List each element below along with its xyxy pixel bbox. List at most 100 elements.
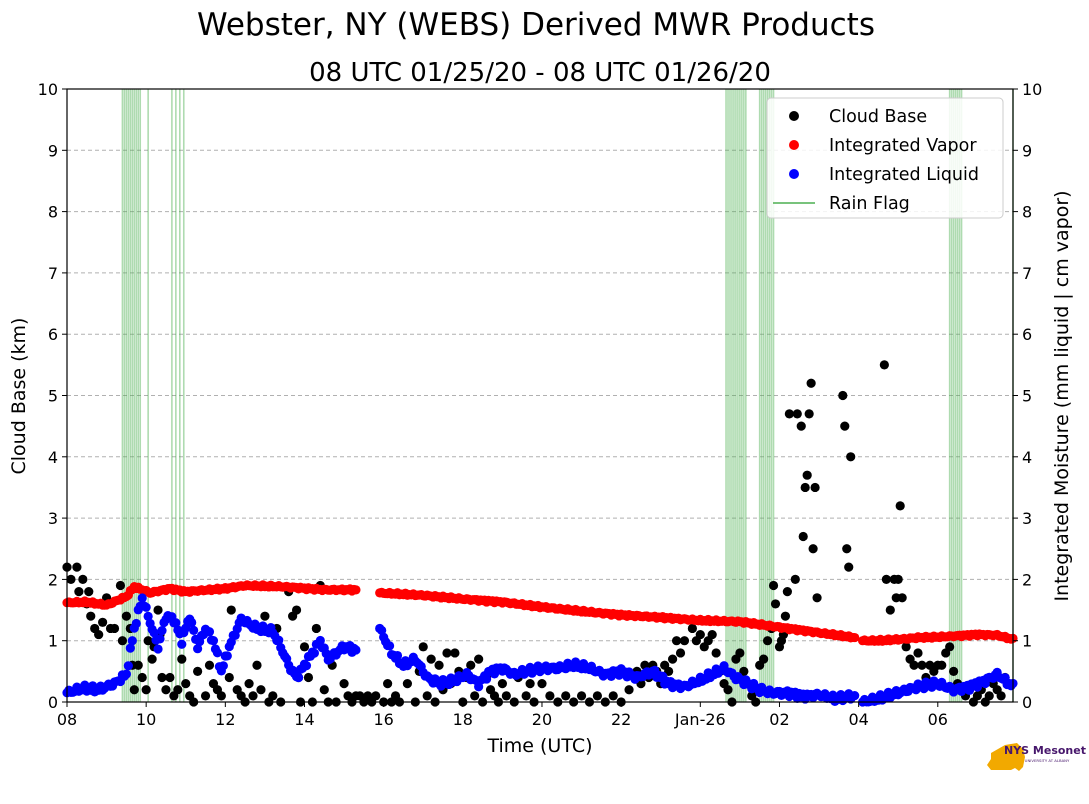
cloud-base-point bbox=[802, 470, 812, 480]
cloud-base-point bbox=[667, 654, 678, 664]
integrated-liquid-point bbox=[208, 636, 219, 646]
cloud-base-point bbox=[909, 660, 919, 670]
x-axis-label: Time (UTC) bbox=[486, 735, 592, 757]
cloud-base-point bbox=[768, 580, 779, 591]
cloud-base-point bbox=[117, 636, 128, 646]
cloud-base-point bbox=[115, 580, 126, 591]
cloud-base-point bbox=[339, 679, 349, 689]
cloud-base-point bbox=[996, 691, 1006, 701]
chart-title: Webster, NY (WEBS) Derived MWR Products bbox=[197, 7, 875, 43]
cloud-base-point bbox=[311, 623, 321, 634]
cloud-base-point bbox=[442, 648, 452, 658]
cloud-base-point bbox=[695, 629, 705, 640]
cloud-base-point bbox=[806, 378, 816, 388]
left-y-axis-label: Cloud Base (km) bbox=[8, 318, 30, 475]
cloud-base-point bbox=[422, 691, 432, 701]
cloud-base-point bbox=[881, 574, 891, 585]
legend-label: Integrated Liquid bbox=[829, 165, 979, 185]
cloud-base-point bbox=[244, 679, 254, 689]
integrated-liquid-point bbox=[177, 639, 187, 649]
integrated-liquid-point bbox=[187, 617, 197, 628]
right-tick-label: 1 bbox=[1022, 632, 1032, 651]
integrated-liquid-points bbox=[62, 593, 1018, 707]
cloud-base-point bbox=[879, 360, 889, 370]
cloud-base-point bbox=[782, 587, 792, 597]
cloud-base-point bbox=[497, 679, 507, 689]
legend-marker bbox=[789, 140, 799, 150]
cloud-base-point bbox=[319, 685, 329, 695]
cloud-base-point bbox=[291, 605, 302, 615]
cloud-base-point bbox=[256, 685, 266, 695]
cloud-base-point bbox=[885, 605, 895, 615]
cloud-base-point bbox=[893, 574, 903, 585]
left-tick-label: 7 bbox=[48, 264, 58, 283]
x-tick-label: 08 bbox=[57, 710, 77, 729]
x-tick-label: 22 bbox=[611, 710, 631, 729]
cloud-base-point bbox=[72, 562, 82, 572]
cloud-base-point bbox=[200, 691, 211, 701]
rain-flag-lines bbox=[121, 89, 1014, 702]
integrated-liquid-point bbox=[157, 625, 167, 636]
cloud-base-point bbox=[784, 409, 794, 419]
integrated-liquid-point bbox=[127, 636, 137, 646]
cloud-base-point bbox=[838, 390, 848, 401]
left-tick-label: 10 bbox=[38, 80, 58, 99]
cloud-base-point bbox=[537, 679, 547, 689]
cloud-base-point bbox=[474, 654, 484, 664]
legend-marker bbox=[789, 169, 799, 179]
integrated-liquid-point bbox=[392, 650, 403, 661]
cloud-base-point bbox=[402, 679, 413, 689]
left-tick-label: 8 bbox=[48, 203, 58, 222]
cloud-base-point bbox=[157, 672, 167, 683]
cloud-base-point bbox=[153, 605, 163, 615]
integrated-liquid-point bbox=[481, 674, 492, 684]
legend-label: Rain Flag bbox=[829, 194, 910, 214]
cloud-base-point bbox=[711, 648, 721, 658]
cloud-base-point bbox=[842, 544, 852, 554]
left-tick-label: 4 bbox=[48, 448, 58, 467]
left-tick-label: 6 bbox=[48, 325, 58, 344]
x-tick-label: 14 bbox=[294, 710, 314, 729]
legend-marker bbox=[789, 111, 799, 121]
cloud-base-point bbox=[723, 685, 733, 695]
grid-lines bbox=[67, 149, 1013, 642]
integrated-liquid-point bbox=[123, 661, 133, 671]
integrated-liquid-point bbox=[125, 643, 135, 653]
cloud-base-point bbox=[707, 629, 717, 640]
cloud-base-point bbox=[426, 654, 436, 664]
cloud-base-point bbox=[808, 544, 818, 554]
cloud-base-point bbox=[84, 587, 94, 597]
logo-text: NYS Mesonet bbox=[1004, 744, 1086, 757]
cloud-base-point bbox=[800, 482, 810, 493]
cloud-base-point bbox=[371, 691, 381, 701]
ny-state-shape-icon bbox=[987, 743, 1025, 771]
legend-label: Cloud Base bbox=[829, 107, 927, 127]
cloud-base-point bbox=[181, 679, 191, 689]
cloud-base-point bbox=[810, 482, 820, 493]
cloud-base-point bbox=[226, 605, 236, 615]
chart-subtitle: 08 UTC 01/25/20 - 08 UTC 01/26/20 bbox=[309, 58, 771, 88]
cloud-base-point bbox=[592, 691, 602, 701]
integrated-liquid-point bbox=[315, 635, 325, 646]
cloud-base-point bbox=[679, 636, 690, 646]
cloud-base-point bbox=[917, 660, 927, 670]
integrated-liquid-point bbox=[137, 593, 147, 603]
right-tick-label: 5 bbox=[1022, 387, 1032, 406]
cloud-base-point bbox=[299, 642, 310, 652]
integrated-liquid-point bbox=[143, 611, 153, 621]
right-tick-label: 8 bbox=[1022, 203, 1032, 222]
cloud-base-point bbox=[260, 611, 270, 621]
cloud-base-point bbox=[949, 666, 959, 676]
cloud-base-point bbox=[268, 691, 278, 701]
x-tick-label: 12 bbox=[215, 710, 235, 729]
integrated-vapor-point bbox=[850, 632, 860, 643]
cloud-base-point bbox=[224, 672, 234, 683]
x-tick-label: 02 bbox=[769, 710, 789, 729]
integrated-liquid-point bbox=[850, 691, 860, 701]
cloud-base-point bbox=[383, 679, 393, 689]
left-tick-label: 1 bbox=[48, 632, 58, 651]
legend-label: Integrated Vapor bbox=[829, 136, 977, 156]
cloud-base-point bbox=[545, 691, 555, 701]
legend: Cloud Base Integrated Vapor Integrated Liq… bbox=[766, 97, 1004, 219]
nys-mesonet-logo: NYS Mesonet UNIVERSITY AT ALBANY bbox=[987, 743, 1086, 771]
